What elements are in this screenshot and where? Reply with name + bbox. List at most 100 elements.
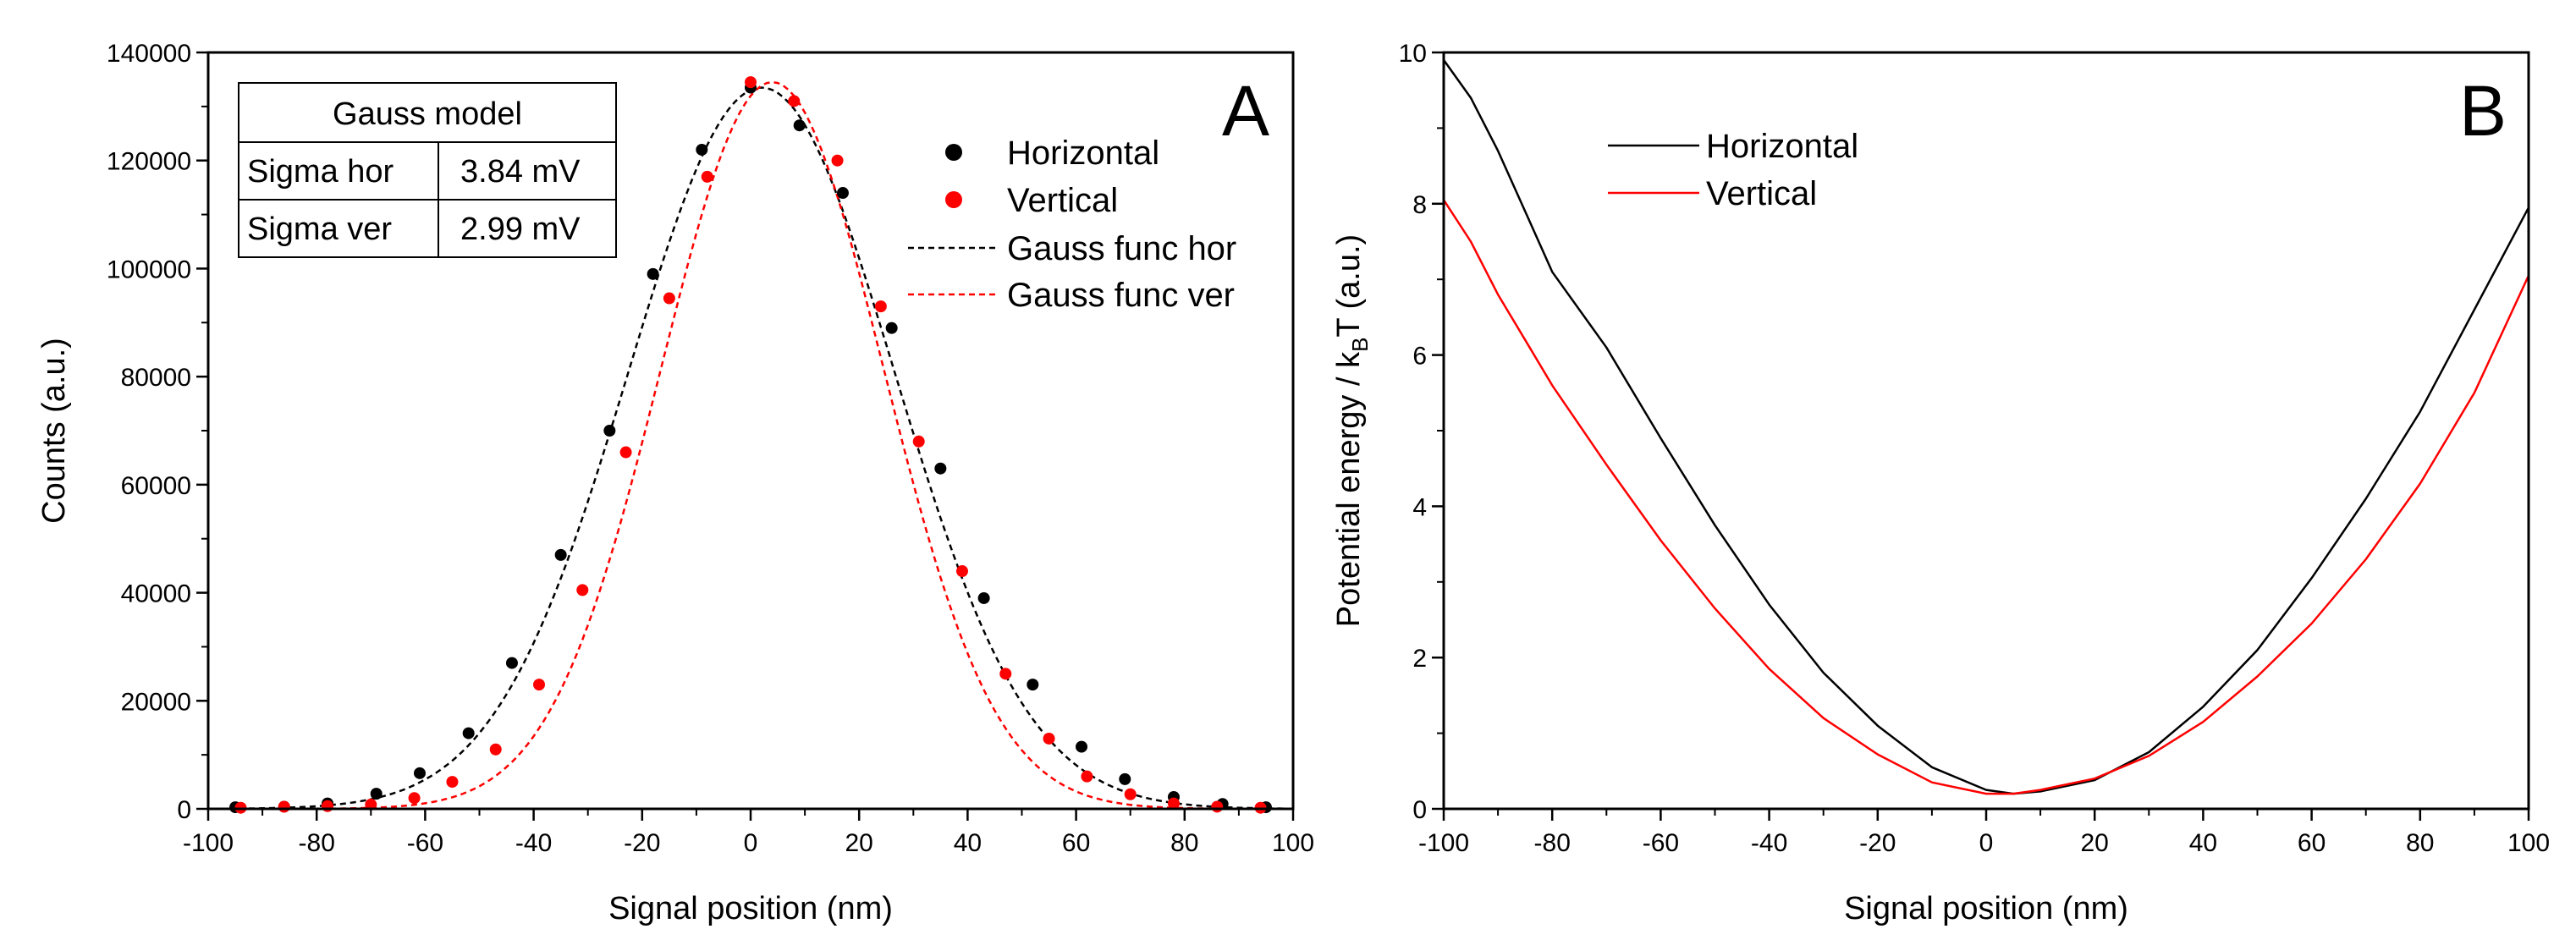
panel-a-y-axis-title: Counts (a.u.) [36, 338, 72, 524]
gauss-model-table-frame [238, 82, 617, 258]
data-point-vertical [1211, 800, 1224, 813]
table-cell: Sigma ver [247, 212, 392, 247]
x-tick-label: 40 [954, 829, 982, 857]
x-tick-label: -60 [1643, 829, 1679, 857]
legend-label-horizontal: Horizontal [1706, 128, 1858, 165]
y-tick-label: 0 [177, 796, 191, 824]
y-tick-label: 20000 [121, 688, 191, 716]
data-point-vertical [701, 170, 713, 183]
data-point-horizontal [793, 119, 806, 132]
y-axis-title-end: T (a.u.) [1331, 234, 1367, 338]
data-point-vertical [408, 792, 421, 805]
data-point-vertical [999, 668, 1012, 680]
data-point-vertical [446, 776, 459, 789]
panel-b-plot-frame [1442, 51, 2530, 811]
data-point-vertical [619, 446, 632, 459]
data-point-vertical [1081, 770, 1093, 783]
x-tick-label: -80 [299, 829, 335, 857]
table-cell: 2.99 mV [460, 212, 581, 247]
data-point-vertical [1124, 788, 1137, 800]
panel-b-x-axis-title: Signal position (nm) [1844, 891, 2128, 926]
x-tick-label: -60 [407, 829, 443, 857]
panel-a-axis-ticks: -100 -80 -60 -40 -20 0 20 40 60 80 100 0 20000 40000 6… [107, 40, 1314, 857]
y-axis-title-subscript: B [1347, 338, 1373, 352]
x-tick-label: 0 [744, 829, 758, 857]
panel-b-letter: B [2459, 71, 2507, 151]
data-point-horizontal [462, 727, 475, 739]
x-tick-label: -80 [1534, 829, 1571, 857]
x-tick-label: -20 [624, 829, 660, 857]
panel-b-axis-ticks: -100 -80 -60 -40 -20 0 20 40 60 80 100 0 2 4 6 8 10 [1399, 40, 2550, 857]
y-tick-label: 40000 [121, 580, 191, 608]
x-tick-label: 40 [2189, 829, 2217, 857]
x-tick-label: 100 [2507, 829, 2550, 857]
panel-b-y-axis-title: Potential energy / kBT (a.u.) [1331, 234, 1373, 627]
x-tick-label: -20 [1859, 829, 1896, 857]
legend-marker-vertical [945, 191, 962, 208]
data-point-vertical [745, 76, 757, 89]
data-point-horizontal [885, 322, 898, 334]
y-tick-label: 8 [1412, 191, 1427, 219]
x-tick-label: 0 [1979, 829, 1994, 857]
panel-a-legend: Horizontal Vertical Gauss func hor Gauss… [908, 135, 1236, 314]
data-point-horizontal [934, 462, 947, 475]
data-point-horizontal [647, 267, 659, 280]
gauss-model-table-title: Gauss model [333, 96, 522, 132]
data-point-vertical [322, 800, 334, 812]
x-tick-label: -40 [515, 829, 552, 857]
data-point-horizontal [696, 143, 708, 156]
panel-b-chart: -100 -80 -60 -40 -20 0 20 40 60 80 100 0 2 4 6 8 10 B Si… [1331, 40, 2550, 926]
x-tick-label: 60 [2298, 829, 2326, 857]
data-point-horizontal [603, 425, 616, 437]
data-point-horizontal [836, 187, 849, 200]
table-cell: Sigma hor [247, 154, 394, 190]
data-point-vertical [955, 565, 968, 578]
y-tick-label: 100000 [107, 256, 191, 283]
data-point-vertical [365, 798, 377, 811]
y-tick-label: 140000 [107, 40, 191, 68]
data-point-horizontal [413, 767, 426, 779]
y-tick-label: 6 [1412, 343, 1427, 371]
x-tick-label: 60 [1062, 829, 1090, 857]
y-axis-title-main: Potential energy / k [1331, 351, 1367, 627]
x-tick-label: 20 [2081, 829, 2109, 857]
curve-horizontal [1442, 59, 2530, 795]
y-tick-label: 0 [1412, 796, 1427, 824]
data-point-horizontal [370, 788, 383, 800]
data-point-vertical [912, 435, 925, 448]
legend-marker-horizontal [945, 144, 962, 161]
x-tick-label: -40 [1751, 829, 1787, 857]
panel-b-legend: Horizontal Vertical [1608, 128, 1858, 212]
data-point-horizontal [977, 591, 990, 604]
x-tick-label: 80 [2406, 829, 2434, 857]
data-point-vertical [874, 300, 887, 313]
data-point-horizontal [1119, 772, 1131, 785]
data-point-horizontal [1027, 679, 1039, 691]
y-tick-label: 10 [1399, 40, 1427, 68]
legend-label-gauss-ver: Gauss func ver [1007, 277, 1235, 314]
data-point-vertical [788, 95, 801, 107]
data-point-horizontal [505, 657, 518, 669]
table-cell: 3.84 mV [460, 154, 581, 190]
x-tick-label: -100 [183, 829, 234, 857]
x-tick-label: 20 [845, 829, 873, 857]
data-point-vertical [831, 154, 844, 167]
y-tick-label: 80000 [121, 364, 191, 392]
data-point-vertical [533, 679, 546, 691]
x-tick-label: 80 [1170, 829, 1198, 857]
data-point-vertical [576, 584, 589, 596]
panel-a-data-points [229, 76, 1272, 814]
x-tick-label: 100 [1272, 829, 1314, 857]
curve-vertical [1442, 199, 2530, 795]
data-point-horizontal [554, 548, 567, 561]
y-tick-label: 60000 [121, 472, 191, 500]
gauss-model-table: Gauss model Sigma hor 3.84 mV Sigma ver … [238, 82, 617, 258]
panel-a-chart: -100 -80 -60 -40 -20 0 20 40 60 80 100 0 20000 40000 6… [36, 40, 1314, 926]
y-tick-label: 4 [1412, 493, 1427, 521]
y-tick-label: 2 [1412, 645, 1427, 673]
legend-label-vertical: Vertical [1706, 175, 1817, 212]
panel-a-x-axis-title: Signal position (nm) [608, 891, 893, 926]
fit-curve-gauss-ver [208, 80, 1293, 811]
x-tick-label: -100 [1418, 829, 1469, 857]
y-tick-label: 120000 [107, 148, 191, 176]
